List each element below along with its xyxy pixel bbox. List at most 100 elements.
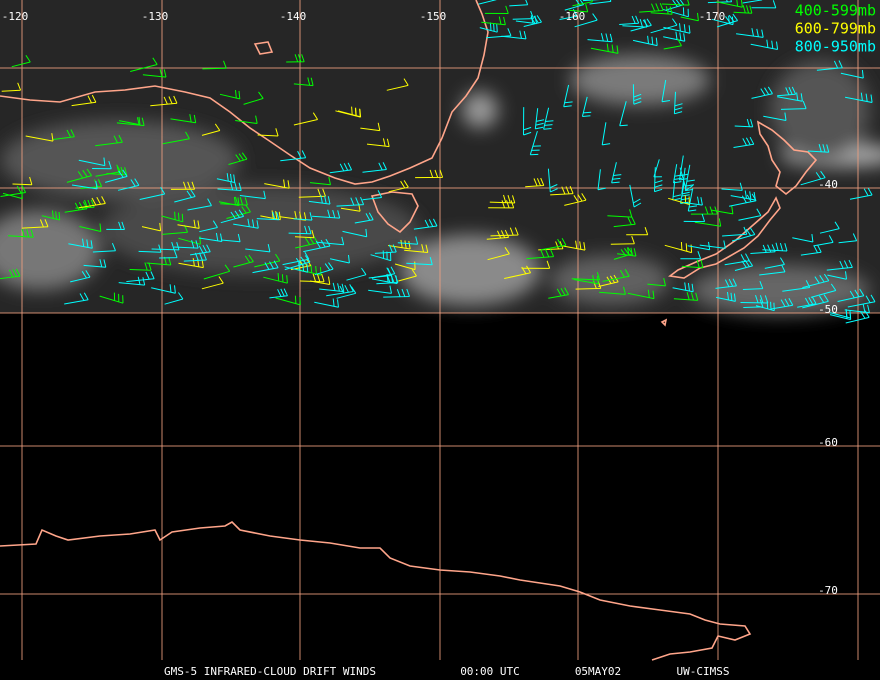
wind-barb bbox=[64, 201, 88, 213]
wind-barb bbox=[245, 243, 271, 253]
wind-barb bbox=[581, 96, 592, 117]
wind-barb bbox=[571, 272, 601, 281]
wind-barb bbox=[607, 209, 633, 218]
wind-barb bbox=[92, 160, 112, 170]
wind-barb bbox=[280, 150, 307, 162]
wind-barb bbox=[759, 264, 786, 276]
wind-barb bbox=[52, 129, 75, 140]
wind-barb bbox=[521, 260, 551, 269]
wind-barb bbox=[512, 10, 534, 20]
wind-barb bbox=[106, 221, 125, 230]
wind-barb bbox=[162, 131, 190, 145]
wind-barb bbox=[699, 240, 726, 249]
wind-barb bbox=[286, 54, 305, 63]
wind-barb bbox=[252, 260, 279, 274]
wind-barb bbox=[807, 143, 830, 153]
wind-barb bbox=[275, 295, 301, 306]
wind-barbs bbox=[0, 0, 876, 324]
wind-barb bbox=[70, 270, 91, 283]
wind-barb bbox=[300, 273, 325, 283]
lat-label: -70 bbox=[818, 584, 838, 597]
wind-barb bbox=[319, 282, 345, 293]
wind-barb bbox=[284, 262, 309, 273]
wind-barb bbox=[661, 79, 670, 103]
nz-south-island bbox=[667, 196, 781, 279]
wind-barb bbox=[632, 84, 642, 105]
wind-barb bbox=[79, 223, 102, 232]
wind-barb bbox=[622, 18, 648, 28]
wind-barb bbox=[1, 82, 22, 92]
wind-barb bbox=[751, 86, 773, 99]
wind-barb bbox=[279, 210, 307, 221]
wind-barb bbox=[159, 249, 178, 259]
wind-barb bbox=[663, 38, 682, 50]
lon-label: -170 bbox=[699, 10, 726, 23]
wind-barb bbox=[550, 186, 574, 196]
wind-barb bbox=[617, 247, 637, 257]
wind-barb bbox=[383, 288, 410, 298]
wind-barb bbox=[847, 294, 876, 308]
wind-barb bbox=[639, 3, 664, 13]
wind-barb bbox=[845, 92, 873, 103]
wind-barb bbox=[632, 35, 658, 47]
wind-barb bbox=[260, 210, 281, 221]
wind-barb bbox=[139, 186, 166, 200]
wind-barb bbox=[487, 247, 510, 261]
legend-entry: 800-950mb bbox=[795, 38, 876, 56]
wind-barb bbox=[501, 30, 527, 40]
wind-barb bbox=[360, 122, 381, 132]
wind-barb bbox=[235, 115, 258, 124]
wind-barb bbox=[326, 284, 354, 297]
wind-barb bbox=[415, 169, 444, 179]
footer-text: UW-CIMSS bbox=[677, 665, 730, 678]
nz-island bbox=[660, 318, 668, 327]
wind-barb bbox=[221, 233, 241, 243]
wind-barb bbox=[837, 288, 865, 302]
cloud bbox=[0, 120, 240, 200]
wind-barb bbox=[548, 287, 569, 299]
wind-barb bbox=[12, 176, 33, 186]
wind-barb bbox=[819, 221, 840, 234]
wind-barb bbox=[8, 228, 34, 238]
wind-barb bbox=[734, 118, 754, 128]
wind-barb bbox=[679, 167, 694, 191]
wind-barb bbox=[83, 259, 107, 268]
wind-barb bbox=[95, 134, 123, 147]
wind-barb bbox=[183, 252, 207, 262]
wind-barb bbox=[672, 282, 694, 293]
wind-barb bbox=[613, 247, 633, 260]
wind-barb bbox=[0, 268, 21, 280]
wind-barb bbox=[523, 15, 542, 27]
lat-label: -50 bbox=[818, 303, 838, 316]
wind-barb bbox=[25, 133, 54, 142]
wind-barb bbox=[840, 70, 864, 79]
wind-barb bbox=[802, 273, 830, 289]
wind-barb bbox=[488, 200, 515, 209]
wind-barb bbox=[619, 101, 628, 127]
wind-barb bbox=[738, 208, 762, 221]
wind-barb bbox=[673, 291, 699, 301]
wind-barb bbox=[564, 193, 587, 206]
wind-barb bbox=[264, 179, 290, 189]
wind-barb bbox=[129, 262, 152, 271]
wind-barb bbox=[220, 196, 248, 206]
wind-barb bbox=[661, 0, 690, 6]
wind-barb bbox=[734, 258, 754, 271]
footer-text: GMS-5 INFRARED-CLOUD DRIFT WINDS bbox=[164, 665, 376, 678]
wind-barb bbox=[293, 212, 313, 221]
wind-barb bbox=[170, 114, 197, 124]
wind-barb bbox=[573, 275, 599, 285]
wind-barb bbox=[337, 106, 361, 118]
lon-label: -150 bbox=[420, 10, 447, 23]
antarctica-coast bbox=[0, 521, 752, 661]
wind-barb bbox=[540, 238, 567, 251]
footer-text: 05MAY02 bbox=[575, 665, 621, 678]
wind-barb bbox=[684, 164, 695, 192]
wind-barb bbox=[413, 218, 438, 230]
wind-barb bbox=[673, 164, 683, 184]
australia-coast bbox=[0, 0, 489, 185]
wind-barb bbox=[777, 92, 803, 102]
wind-barb bbox=[397, 236, 419, 245]
wind-barb bbox=[816, 60, 843, 71]
wind-barb bbox=[201, 123, 221, 136]
